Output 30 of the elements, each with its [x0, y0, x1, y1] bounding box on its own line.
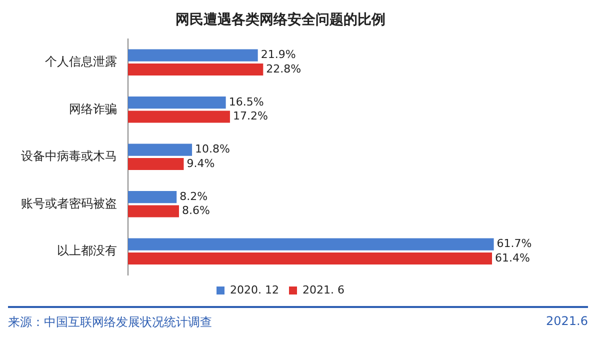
y-tick-label: 网络诈骗 — [69, 102, 117, 116]
chart-title: 网民遭遇各类网络安全问题的比例 — [176, 11, 386, 28]
y-tick-label: 个人信息泄露 — [45, 54, 117, 69]
legend-label: 2020. 12 — [230, 283, 279, 296]
y-tick-label: 账号或者密码被盗 — [21, 196, 117, 210]
bar — [128, 144, 192, 156]
bar — [128, 252, 492, 264]
source-note: 来源：中国互联网络发展状况统计调查 — [8, 314, 212, 331]
bar — [128, 49, 258, 62]
data-label: 8.6% — [182, 204, 210, 218]
bar — [128, 158, 184, 170]
data-label: 61.4% — [495, 251, 530, 264]
data-label: 10.8% — [195, 142, 230, 156]
bar — [128, 238, 494, 250]
data-label: 21.9% — [260, 48, 296, 62]
data-label: 16.5% — [228, 95, 264, 108]
bar — [128, 110, 230, 123]
data-label: 61.7% — [496, 237, 532, 250]
data-label: 8.2% — [180, 190, 208, 203]
bar — [128, 96, 226, 109]
bar — [128, 191, 177, 204]
bar — [128, 63, 264, 76]
text: 2021.6 — [546, 314, 588, 330]
y-tick-label: 设备中病毒或木马 — [21, 149, 117, 164]
y-tick-label: 以上都没有 — [57, 244, 117, 258]
data-label: 22.8% — [266, 62, 302, 76]
bar — [128, 205, 179, 218]
data-label: 17.2% — [232, 110, 268, 123]
data-label: 9.4% — [186, 156, 215, 170]
legend-label: 2021. 6 — [302, 283, 344, 296]
